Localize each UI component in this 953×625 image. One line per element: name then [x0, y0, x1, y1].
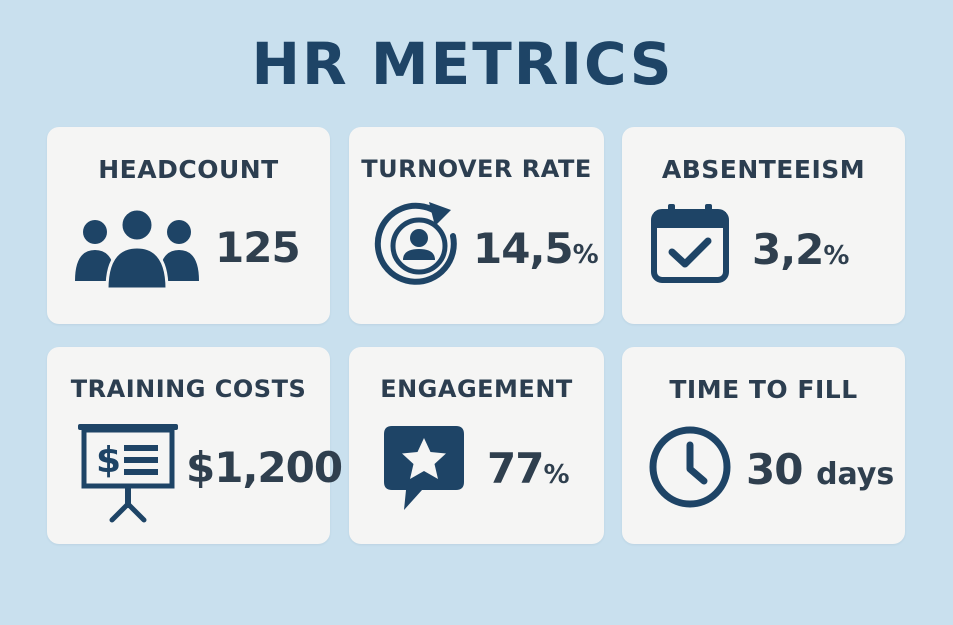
metric-card-engagement: ENGAGEMENT 77% [349, 347, 604, 544]
svg-text:$: $ [96, 440, 121, 481]
metric-value: 77% [487, 444, 570, 493]
calendar-check-icon [650, 202, 730, 284]
metric-card-headcount: HEADCOUNT 125 [47, 127, 330, 324]
metric-card-turnover-rate: TURNOVER RATE 14,5% [349, 127, 604, 324]
card-label: ABSENTEEISM [661, 155, 866, 184]
page-title: HR METRICS [251, 30, 674, 98]
star-speech-bubble-icon [382, 424, 466, 512]
card-label: TRAINING COSTS [70, 375, 307, 403]
card-label: HEADCOUNT [98, 155, 279, 184]
metric-card-time-to-fill: TIME TO FILL 30 days [622, 347, 905, 544]
metric-value: 30 days [746, 445, 895, 494]
card-label: ENGAGEMENT [380, 375, 573, 403]
card-label: TIME TO FILL [669, 375, 858, 404]
people-group-icon [73, 205, 201, 289]
metric-card-absenteeism: ABSENTEEISM 3,2% [622, 127, 905, 324]
person-rotation-icon [373, 200, 465, 292]
metrics-grid: HEADCOUNT 125 TURNOVER RATE [47, 127, 905, 544]
metric-value: 125 [215, 223, 301, 272]
metric-card-training-costs: TRAINING COSTS $ $1,200 [47, 347, 343, 544]
metric-value: 14,5% [473, 224, 599, 273]
metric-value: 3,2% [752, 225, 850, 274]
presentation-board-icon: $ [76, 420, 180, 524]
metric-value: $1,200 [186, 443, 343, 492]
clock-icon [648, 425, 732, 509]
card-label: TURNOVER RATE [361, 155, 592, 183]
